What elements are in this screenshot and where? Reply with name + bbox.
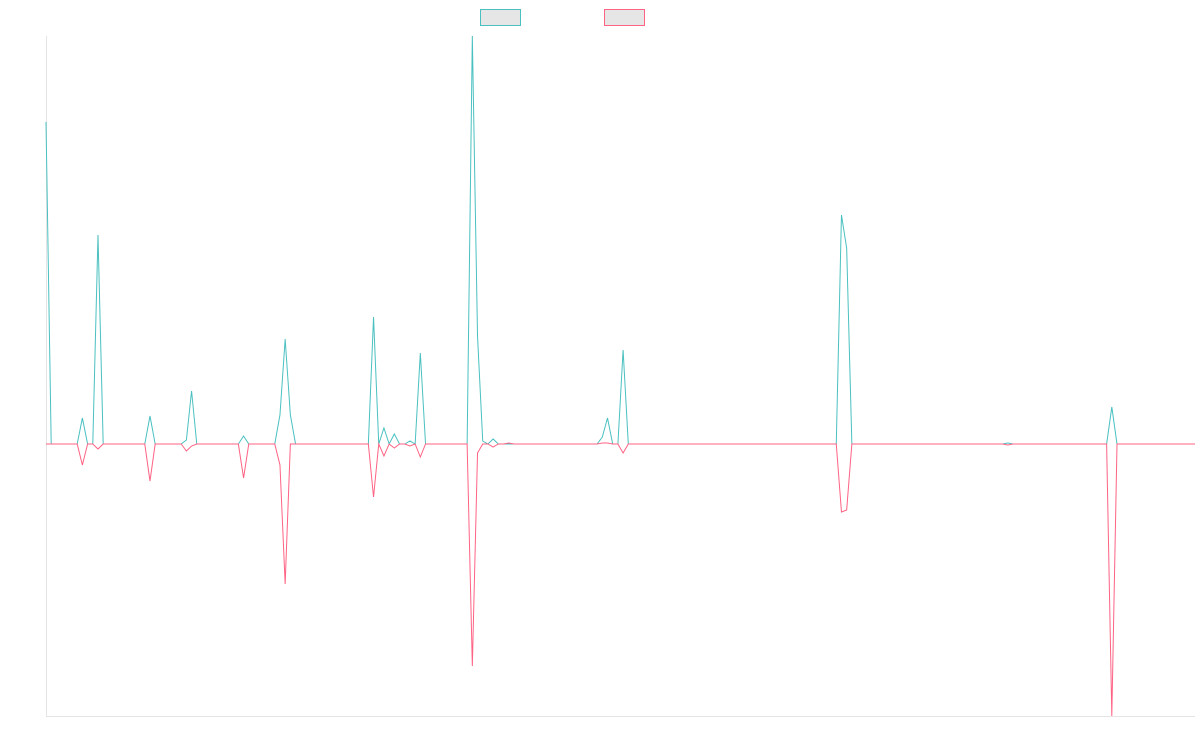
data-line	[46, 442, 1195, 717]
data-line	[45, 35, 1195, 446]
legend-swatch	[604, 9, 645, 26]
legend-swatch	[480, 9, 521, 26]
